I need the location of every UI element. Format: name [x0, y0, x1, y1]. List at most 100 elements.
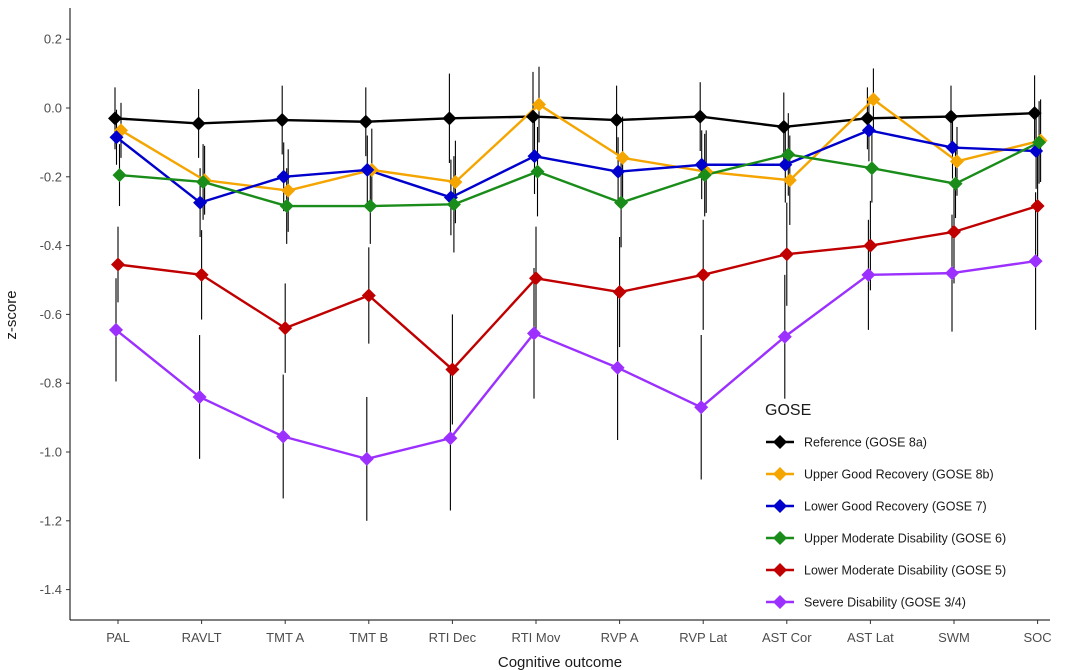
- legend: GOSE Reference (GOSE 8a) Upper Good Recov…: [765, 402, 1006, 610]
- series-markers: [112, 135, 1047, 214]
- y-tick-label: -1.2: [40, 513, 62, 528]
- data-point: [1030, 199, 1045, 214]
- series-markers: [109, 123, 1044, 210]
- data-point: [777, 329, 792, 344]
- data-point: [697, 168, 712, 183]
- data-point: [108, 111, 122, 126]
- y-axis-title: z-score: [3, 290, 20, 339]
- data-point: [360, 162, 375, 177]
- legend-marker-swatch: [773, 435, 787, 449]
- data-point: [532, 97, 546, 112]
- data-point: [861, 267, 876, 282]
- legend-marker-swatch: [773, 499, 787, 513]
- x-tick-label: AST Lat: [847, 630, 894, 645]
- legend-label: Upper Good Recovery (GOSE 8b): [804, 468, 994, 482]
- data-point: [864, 161, 879, 176]
- series-path: [120, 98, 1041, 192]
- legend-label: Upper Moderate Disability (GOSE 6): [804, 532, 1006, 546]
- data-point: [111, 257, 125, 272]
- data-point: [866, 92, 881, 107]
- data-point: [276, 429, 291, 444]
- series-line: [119, 141, 1040, 208]
- y-tick-label: -0.4: [40, 238, 62, 253]
- y-ticks: -1.4 -1.2 -1.0 -0.8 -0.6 -0.4 -0.2 0.0 0.2: [40, 32, 70, 597]
- legend-title: GOSE: [765, 402, 811, 419]
- data-point: [693, 109, 708, 124]
- data-point: [610, 360, 625, 375]
- legend-marker-swatch: [773, 531, 787, 545]
- plot-frame: [69, 8, 1050, 621]
- legend-item: Lower Moderate Disability (GOSE 5): [766, 563, 1006, 578]
- legend-marker-swatch: [773, 595, 787, 609]
- data-point: [779, 247, 794, 262]
- data-point: [112, 168, 127, 183]
- data-point: [446, 197, 461, 212]
- data-point: [363, 199, 378, 214]
- x-tick-label: RVP A: [601, 630, 639, 645]
- data-point: [361, 288, 376, 303]
- data-point: [781, 147, 796, 162]
- data-point: [612, 285, 627, 300]
- data-point: [191, 116, 206, 131]
- data-point: [1027, 106, 1042, 121]
- data-point: [776, 119, 791, 134]
- data-point: [526, 109, 540, 124]
- series-path: [119, 141, 1040, 208]
- data-point: [275, 113, 290, 128]
- x-tick-label: SOC: [1024, 630, 1052, 645]
- data-point: [529, 271, 543, 286]
- data-point: [279, 199, 294, 214]
- data-point: [860, 111, 875, 126]
- legend-marker-swatch: [773, 467, 787, 481]
- series-line: [114, 111, 1035, 129]
- legend-label: Lower Moderate Disability (GOSE 5): [804, 564, 1006, 578]
- data-point: [1032, 135, 1047, 150]
- x-tick-label: SWM: [938, 630, 970, 645]
- x-tick-label: PAL: [106, 630, 130, 645]
- legend-item: Reference (GOSE 8a): [766, 435, 927, 450]
- x-tick-label: RAVLT: [182, 630, 222, 645]
- data-point: [611, 164, 626, 179]
- y-tick-label: -0.2: [40, 169, 62, 184]
- x-ticks: PAL RAVLT TMT A TMT B RTI Dec RTI Mov RVP A RVP…: [106, 620, 1052, 645]
- data-point: [358, 114, 373, 129]
- y-tick-label: -1.4: [40, 582, 62, 597]
- data-point: [193, 195, 208, 210]
- data-point: [614, 195, 629, 210]
- x-tick-label: TMT A: [266, 630, 304, 645]
- y-tick-label: -0.8: [40, 376, 62, 391]
- legend-item: Lower Good Recovery (GOSE 7): [766, 499, 987, 514]
- data-point: [359, 451, 374, 466]
- legend-label: Reference (GOSE 8a): [804, 436, 927, 450]
- data-point: [694, 157, 709, 172]
- data-point: [615, 150, 630, 165]
- data-point: [194, 267, 209, 282]
- series-markers: [109, 254, 1043, 466]
- data-point: [445, 362, 460, 377]
- data-point: [778, 157, 793, 172]
- data-point: [861, 123, 876, 138]
- data-point: [278, 321, 293, 336]
- series-markers: [108, 106, 1042, 134]
- legend-label: Lower Good Recovery (GOSE 7): [804, 500, 987, 514]
- legend-item: Upper Good Recovery (GOSE 8b): [766, 467, 994, 482]
- data-point: [527, 149, 542, 164]
- data-point: [609, 113, 624, 128]
- series-line: [115, 129, 1037, 204]
- data-point: [109, 130, 124, 145]
- data-point: [530, 164, 545, 179]
- data-point: [694, 400, 709, 415]
- x-tick-label: TMT B: [349, 630, 388, 645]
- x-tick-label: RTI Dec: [429, 630, 477, 645]
- y-tick-label: -1.0: [40, 445, 62, 460]
- y-tick-label: -0.6: [40, 307, 62, 322]
- data-point: [945, 266, 959, 281]
- data-point: [443, 431, 458, 446]
- data-point: [947, 224, 961, 239]
- x-tick-label: RVP Lat: [679, 630, 727, 645]
- data-point: [696, 267, 711, 282]
- legend-item: Upper Moderate Disability (GOSE 6): [766, 531, 1006, 546]
- y-tick-label: 0.0: [44, 101, 62, 116]
- series-path: [117, 204, 1038, 371]
